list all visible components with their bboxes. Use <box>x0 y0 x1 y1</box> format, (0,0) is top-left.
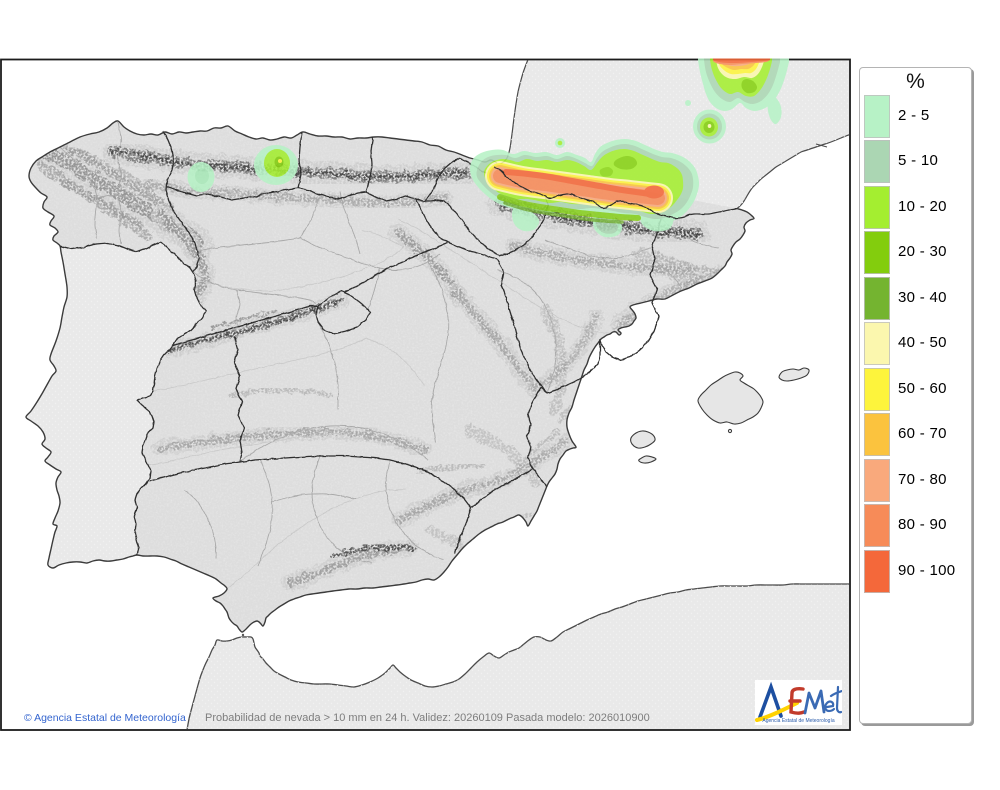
svg-text:Agencia Estatal de Meteorologí: Agencia Estatal de Meteorología <box>762 718 834 724</box>
